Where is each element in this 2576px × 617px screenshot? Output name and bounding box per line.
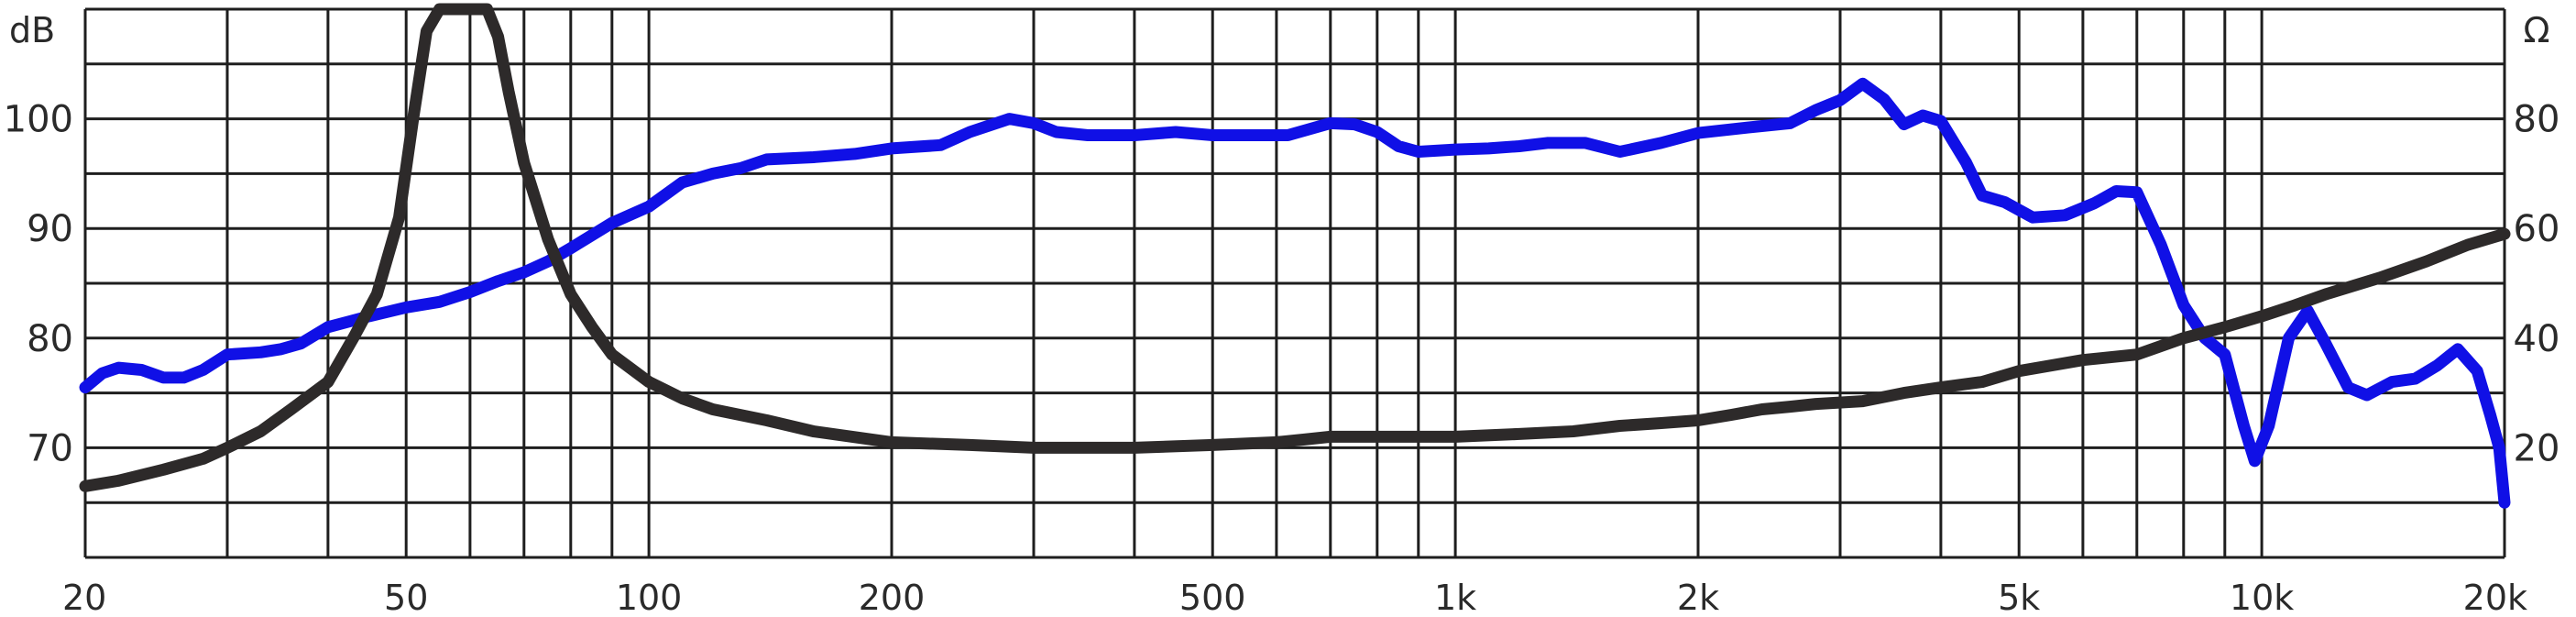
x-tick-label: 5k [1998, 578, 2040, 617]
x-tick-label: 500 [1179, 578, 1246, 617]
x-tick-label: 100 [616, 578, 683, 617]
x-tick-label: 10k [2230, 578, 2294, 617]
x-tick-label: 1k [1434, 578, 1476, 617]
left-tick-label: 100 [4, 99, 73, 141]
x-tick-label: 20k [2463, 578, 2527, 617]
chart-tick-labels: 20 50 100 200 500 1k 2k 5k 10k 20k 70 80 90 100 dB 20 40… [4, 10, 2560, 617]
spl-curve [79, 77, 2511, 509]
right-tick-label: 20 [2514, 427, 2560, 469]
chart-curves [79, 3, 2511, 509]
right-tick-label: 80 [2514, 99, 2560, 141]
x-tick-label: 2k [1677, 578, 1719, 617]
x-tick-label: 200 [859, 578, 926, 617]
left-tick-label: 90 [27, 208, 73, 250]
right-axis-unit: Ω [2523, 10, 2549, 50]
chart-grid [83, 7, 2506, 559]
left-tick-label: 70 [27, 427, 73, 469]
left-axis-unit: dB [9, 10, 55, 50]
left-tick-label: 80 [27, 318, 73, 360]
x-tick-label: 20 [62, 578, 106, 617]
x-tick-label: 50 [384, 578, 428, 617]
right-tick-label: 60 [2514, 208, 2560, 250]
right-tick-label: 40 [2514, 318, 2560, 360]
impedance-curve [79, 3, 2511, 492]
